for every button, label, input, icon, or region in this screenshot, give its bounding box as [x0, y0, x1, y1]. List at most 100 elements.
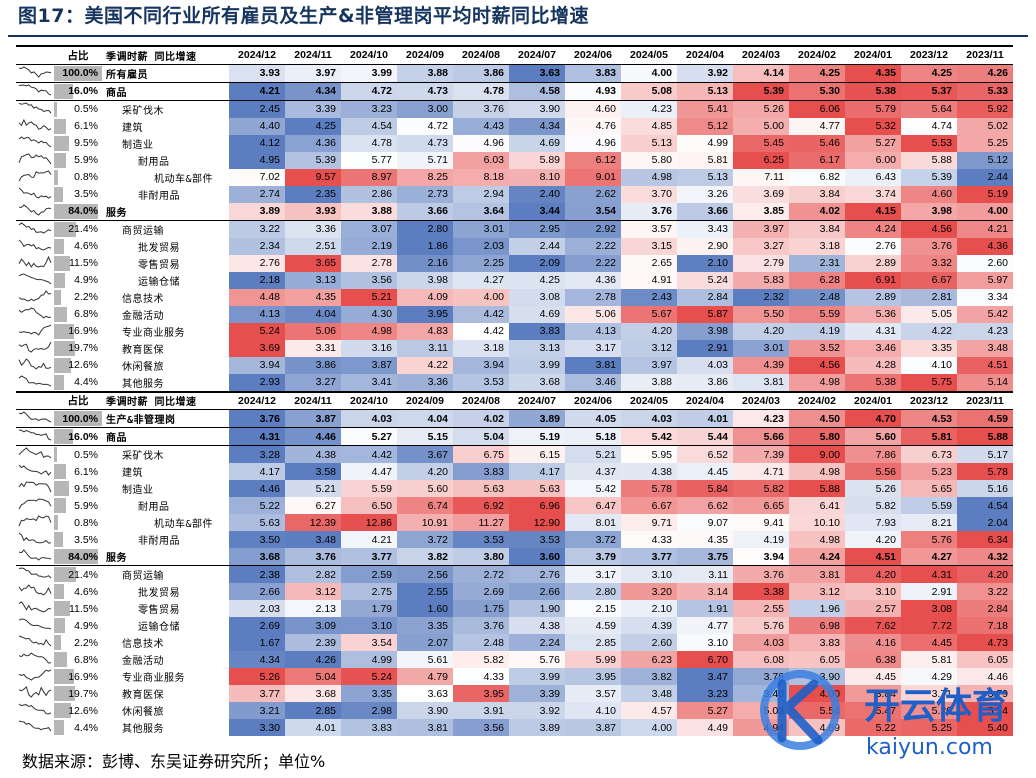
share-cell: 2.2% — [54, 289, 102, 306]
heatmap-cell: 4.03 — [677, 356, 733, 374]
sparkline-path — [18, 152, 52, 164]
heatmap-cell: 2.85 — [565, 634, 621, 651]
column-header: 2024/06 — [565, 390, 621, 410]
sparkline — [18, 374, 52, 386]
sparkline-cell — [16, 531, 54, 548]
heatmap-table-container: 占比 季调时薪 同比增速 2024/12 2024/11 2024/10 2024/09 2… — [16, 45, 1013, 736]
heatmap-cell: 2.65 — [621, 254, 677, 272]
heatmap-cell: 5.80 — [621, 151, 677, 169]
heatmap-cell: 5.32 — [845, 117, 901, 135]
heatmap-cell: 5.99 — [565, 651, 621, 668]
share-cell: 19.7% — [54, 685, 102, 702]
share-cell: 12.6% — [54, 702, 102, 719]
sparkline — [18, 118, 52, 131]
heatmap-cell: 6.43 — [845, 168, 901, 186]
heatmap-cell: 1.86 — [397, 237, 453, 255]
heatmap-cell: 3.86 — [677, 373, 733, 392]
sparkline-path — [18, 703, 52, 715]
heatmap-cell: 6.34 — [957, 531, 1013, 548]
heatmap-cell: 3.10 — [341, 617, 397, 634]
heatmap-cell: 2.25 — [453, 254, 509, 272]
heatmap-cell: 3.08 — [901, 600, 957, 617]
heatmap-cell: 3.52 — [789, 339, 845, 357]
sparkline-path — [18, 341, 52, 353]
heatmap-cell: 2.94 — [453, 185, 509, 203]
column-header: 2024/09 — [397, 390, 453, 410]
heatmap-cell: 2.35 — [285, 185, 341, 203]
heatmap-cell: 5.27 — [677, 702, 733, 719]
sparkline-path — [18, 720, 52, 732]
share-value: 4.4% — [74, 376, 98, 388]
industry-name: 机动车&部件 — [154, 519, 214, 530]
heatmap-cell: 4.43 — [453, 117, 509, 135]
heatmap-cell: 3.53 — [453, 531, 509, 548]
sparkline — [18, 357, 52, 370]
share-value: 21.4% — [68, 223, 98, 235]
column-header: 2024/08 — [453, 45, 509, 65]
share-bar — [54, 83, 74, 99]
heatmap-cell: 3.54 — [565, 202, 621, 221]
heatmap-cell: 2.76 — [229, 254, 285, 272]
heatmap-cell: 6.00 — [845, 151, 901, 169]
industry-name: 耐用品 — [138, 156, 170, 168]
header-blank-cell — [16, 45, 54, 65]
heatmap-cell: 6.70 — [677, 651, 733, 668]
industry-name: 机动车&部件 — [154, 173, 214, 185]
heatmap-cell: 4.04 — [397, 409, 453, 428]
industry-name: 其他服务 — [122, 724, 164, 735]
share-bar — [54, 584, 65, 599]
heatmap-cell: 3.90 — [397, 702, 453, 719]
heatmap-cell: 6.67 — [901, 271, 957, 289]
heatmap-cell: 3.22 — [957, 583, 1013, 600]
panel-header-row: 占比 季调时薪 同比增速 2024/12 2024/11 2024/10 2024/09 2… — [16, 390, 1013, 410]
heatmap-cell: 4.09 — [397, 288, 453, 306]
heatmap-cell: 5.59 — [341, 480, 397, 497]
column-header: 2024/07 — [509, 45, 565, 65]
heatmap-cell: 5.39 — [285, 151, 341, 169]
share-cell: 9.5% — [54, 135, 102, 152]
sparkline-path — [18, 669, 52, 681]
heatmap-cell: 3.67 — [397, 445, 453, 463]
sparkline-path — [18, 83, 52, 95]
share-bar — [54, 464, 66, 479]
heatmap-cell: 5.71 — [397, 151, 453, 169]
share-cell: 3.5% — [54, 186, 102, 203]
table-row: 5.9% 耐用品 4.95 5.39 5.77 5.71 6.03 5.89 6.12 5.80 5… — [16, 151, 1013, 169]
sparkline-path — [18, 411, 52, 423]
heatmap-cell: 3.80 — [453, 548, 509, 566]
heatmap-cell: 7.18 — [957, 617, 1013, 634]
heatmap-cell: 4.72 — [341, 82, 397, 101]
heatmap-cell: 2.89 — [845, 288, 901, 306]
industry-name: 非耐用品 — [138, 536, 180, 547]
share-cell: 4.9% — [54, 617, 102, 634]
share-value: 9.5% — [74, 137, 98, 149]
heatmap-cell: 2.72 — [453, 565, 509, 583]
heatmap-cell: 4.39 — [733, 356, 789, 374]
heatmap-cell: 5.22 — [845, 719, 901, 736]
table-row: 100.0% 生产&非管理岗 3.76 3.87 4.03 4.04 4.02 3.89 4.0… — [16, 409, 1013, 428]
heatmap-cell: 4.71 — [733, 463, 789, 480]
heatmap-cell: 6.38 — [845, 651, 901, 668]
sparkline-cell — [16, 169, 54, 186]
sparkline-path — [18, 635, 52, 647]
sparkline-path — [18, 306, 52, 319]
heatmap-cell: 3.18 — [453, 339, 509, 357]
heatmap-cell: 5.06 — [565, 305, 621, 323]
table-row: 16.9% 专业商业服务 5.26 5.04 5.24 4.79 4.33 3.99 3.95 3… — [16, 668, 1013, 685]
heatmap-cell: 5.78 — [957, 463, 1013, 480]
column-header: 2024/12 — [229, 45, 285, 65]
heatmap-cell: 4.53 — [901, 409, 957, 428]
heatmap-cell: 3.63 — [509, 64, 565, 83]
share-cell: 0.5% — [54, 100, 102, 118]
column-header: 2024/02 — [789, 390, 845, 410]
share-bar — [54, 635, 62, 650]
heatmap-cell: 11.27 — [453, 514, 509, 531]
heatmap-cell: 2.10 — [677, 254, 733, 272]
share-bar — [54, 118, 66, 134]
heatmap-cell: 4.98 — [789, 531, 845, 548]
sparkline — [18, 65, 52, 78]
heatmap-cell: 4.79 — [397, 668, 453, 685]
share-cell: 6.1% — [54, 463, 102, 480]
title-rule — [8, 35, 1028, 37]
table-row: 0.5% 采矿伐木 3.28 4.38 4.42 3.67 6.75 6.15 5.21 5.95… — [16, 445, 1013, 463]
